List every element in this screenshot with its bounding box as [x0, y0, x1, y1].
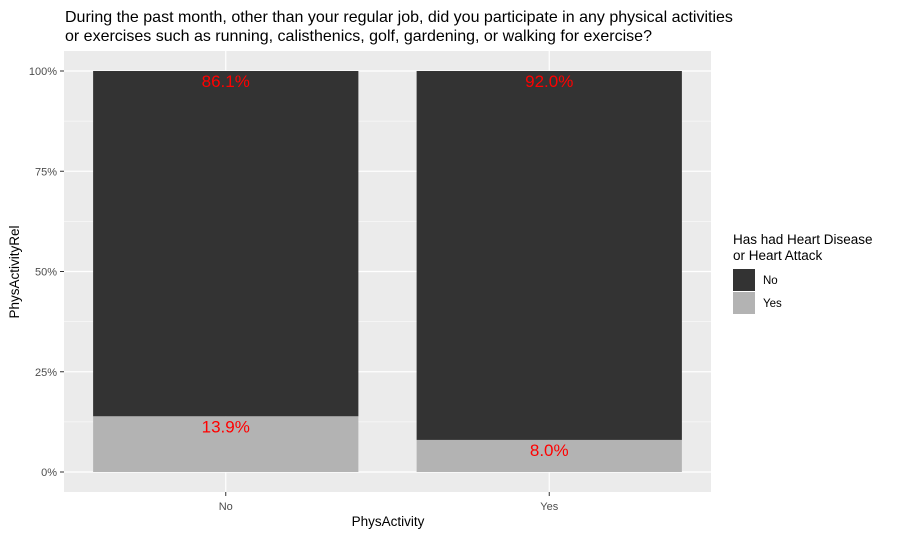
chart-title-line-2: or exercises such as running, calistheni… — [65, 28, 652, 45]
data-labels: 13.9% 86.1% 8.0% 92.0% — [202, 72, 574, 460]
legend-label-yes: Yes — [763, 298, 782, 310]
data-label-no-yes: 13.9% — [202, 417, 250, 436]
legend: Has had Heart Disease or Heart Attack No… — [733, 232, 873, 314]
x-axis: No Yes — [219, 492, 559, 513]
x-axis-title: PhysActivity — [352, 514, 425, 529]
y-tick-label: 100% — [29, 66, 57, 78]
x-tick-label: No — [219, 501, 233, 513]
chart-title-line-1: During the past month, other than your r… — [65, 9, 733, 26]
chart-title: During the past month, other than your r… — [65, 9, 733, 45]
y-tick-label: 50% — [35, 267, 57, 279]
legend-key-no — [733, 269, 755, 291]
data-label-yes-no: 92.0% — [525, 72, 573, 91]
bar-no-no — [93, 71, 359, 417]
legend-title-line-1: Has had Heart Disease — [733, 232, 873, 247]
data-label-yes-yes: 8.0% — [530, 441, 569, 460]
bar-yes-no — [416, 71, 682, 440]
legend-entries: No Yes — [733, 269, 782, 314]
legend-label-no: No — [763, 275, 778, 287]
bars — [93, 71, 682, 472]
y-tick-label: 75% — [35, 166, 57, 178]
bar-no-yes — [93, 416, 359, 472]
data-label-no-no: 86.1% — [202, 72, 250, 91]
y-axis-title: PhysActivityRel — [7, 225, 22, 318]
legend-title-line-2: or Heart Attack — [733, 248, 823, 263]
y-axis: 0% 25% 50% 75% 100% — [29, 66, 64, 479]
y-tick-label: 25% — [35, 367, 57, 379]
bar-yes-yes — [416, 439, 682, 472]
x-tick-label: Yes — [540, 501, 558, 513]
legend-key-yes — [733, 292, 755, 314]
y-tick-label: 0% — [41, 467, 57, 479]
